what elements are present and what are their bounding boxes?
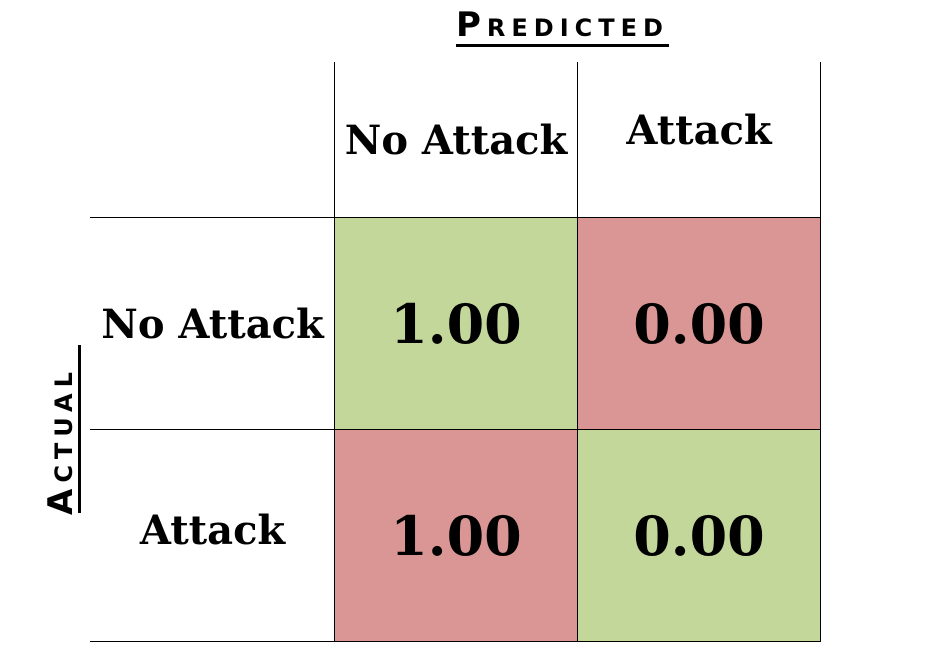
matrix-cell-no-attack-no-attack: 1.00 <box>335 218 577 430</box>
matrix-cell-attack-no-attack: 1.00 <box>335 430 577 641</box>
grid-line-vertical-left <box>334 62 335 642</box>
row-header-attack: Attack <box>139 506 286 554</box>
grid-line-horizontal-top <box>90 217 821 218</box>
col-header-attack: Attack <box>626 106 772 154</box>
grid-line-vertical-right <box>820 62 821 642</box>
col-header-no-attack: No Attack <box>344 116 568 164</box>
grid-line-vertical-middle <box>577 62 578 642</box>
actual-axis-underline <box>78 345 81 513</box>
actual-axis-title: Actual <box>41 366 81 515</box>
grid-line-horizontal-bottom <box>90 641 821 642</box>
grid-line-horizontal-middle <box>90 429 821 430</box>
matrix-cell-attack-attack: 0.00 <box>577 430 821 641</box>
row-header-no-attack: No Attack <box>101 300 324 348</box>
matrix-cell-no-attack-attack: 0.00 <box>577 218 821 430</box>
predicted-axis-title: Predicted <box>456 5 669 47</box>
